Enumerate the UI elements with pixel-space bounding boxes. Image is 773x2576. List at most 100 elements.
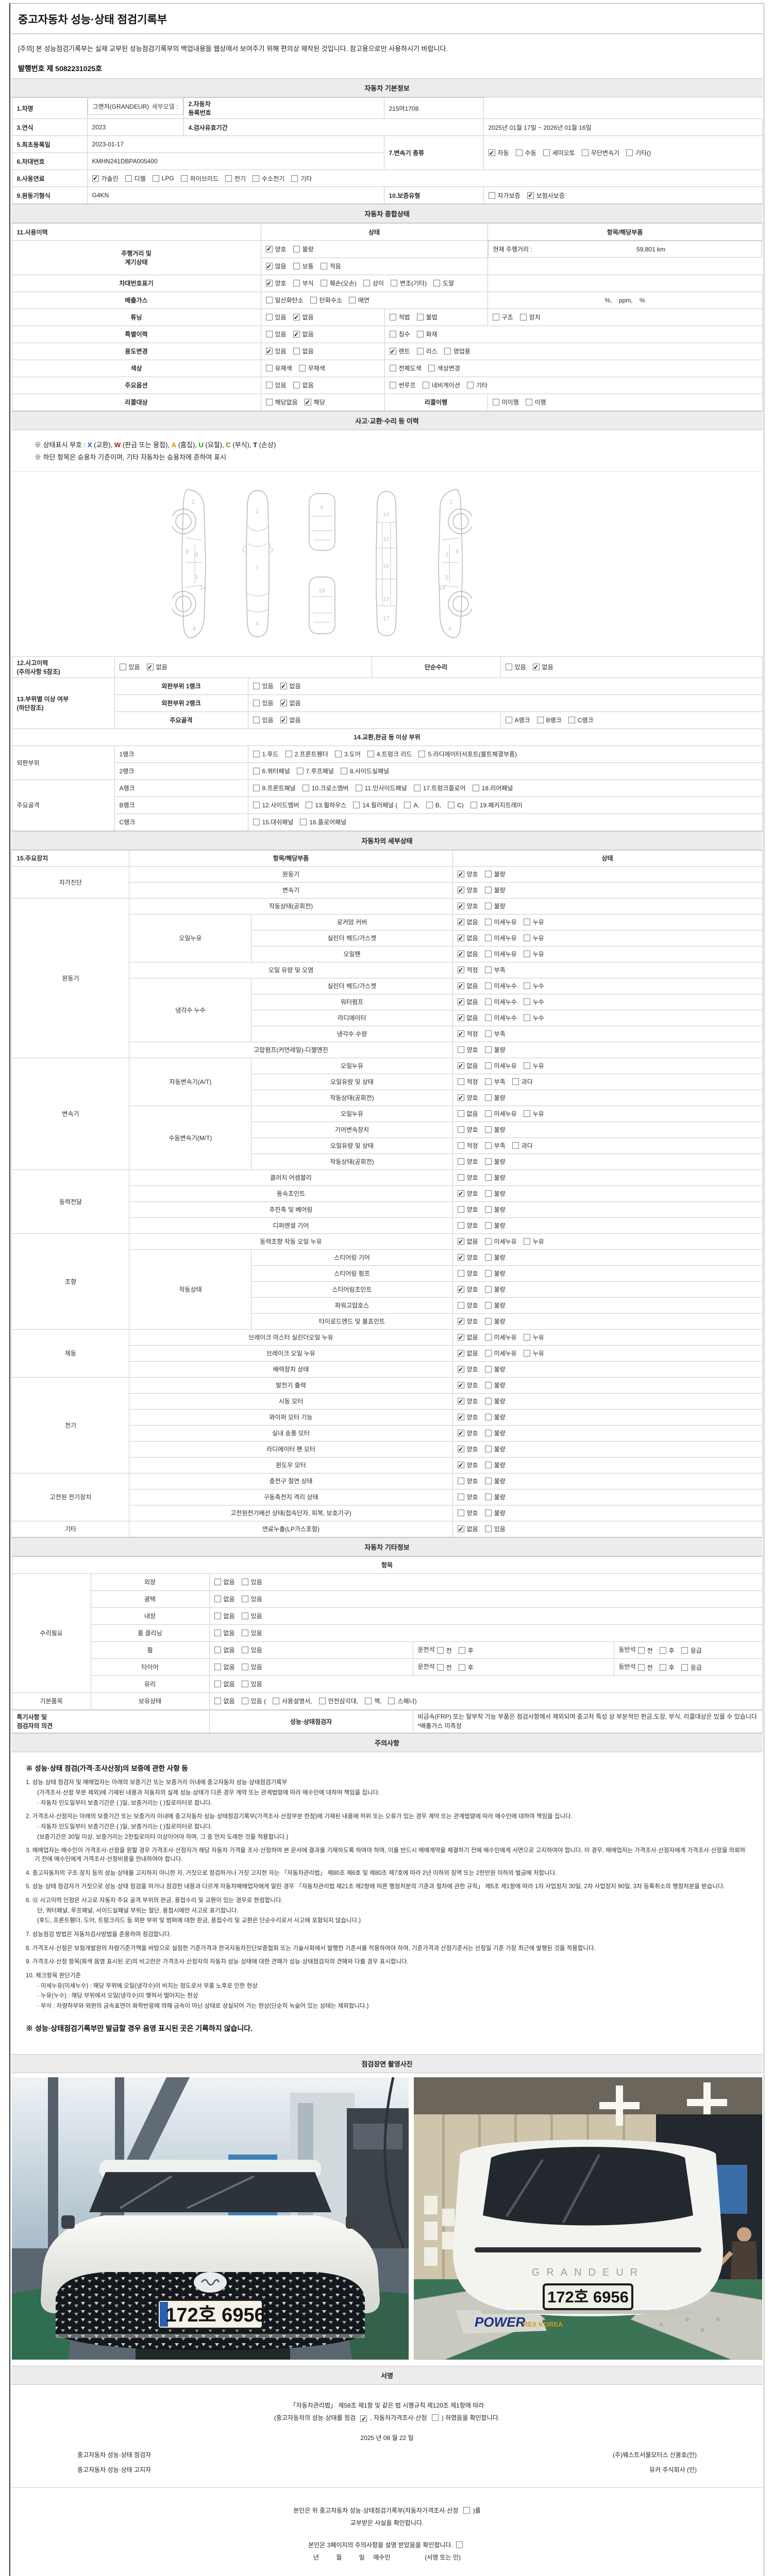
checkbox-전[interactable]: 전 (637, 1663, 653, 1672)
checkbox-box[interactable] (492, 399, 499, 405)
checkbox-침수[interactable]: 침수 (389, 330, 410, 338)
checkbox-box[interactable] (340, 768, 347, 774)
checkbox-box[interactable] (253, 717, 260, 723)
checkbox-있음[interactable]: 있음 (253, 682, 274, 690)
checkbox-box[interactable] (241, 1630, 248, 1636)
checkbox-box[interactable] (416, 331, 424, 337)
checkbox-box[interactable] (457, 1270, 464, 1277)
checkbox-box[interactable] (484, 1062, 492, 1069)
checkbox-box[interactable] (659, 1647, 666, 1654)
checkbox-있음[interactable]: 있음 (265, 330, 287, 338)
checkbox-box[interactable] (484, 1302, 492, 1309)
checkbox-B,[interactable]: B, (426, 802, 441, 809)
checkbox-box[interactable] (265, 314, 273, 320)
checkbox-box[interactable] (457, 1206, 464, 1213)
checkbox-box[interactable] (523, 919, 530, 925)
checkbox-box[interactable] (484, 1174, 492, 1181)
checkbox-box[interactable] (484, 1350, 492, 1357)
checkbox-없음[interactable]: ✓ 없음 (457, 1013, 478, 1022)
checkbox-box[interactable]: ✓ (280, 682, 287, 690)
checkbox-불량[interactable]: 불량 (484, 1093, 506, 1102)
checkbox-전[interactable]: 전 (436, 1646, 452, 1655)
checkbox-누유[interactable]: 누유 (523, 1333, 544, 1342)
checkbox-box[interactable]: ✓ (457, 1030, 464, 1038)
checkbox-box[interactable] (389, 331, 396, 337)
checkbox-있음[interactable]: 있음 (241, 1595, 262, 1603)
checkbox-box[interactable]: ✓ (265, 347, 273, 355)
checkbox-과다[interactable]: 과다 (512, 1141, 533, 1150)
checkbox-미세누유[interactable]: 미세누유 (484, 950, 517, 958)
checkbox-양호[interactable]: ✓ 양호 (457, 1461, 478, 1469)
checkbox-미세누유[interactable]: 미세누유 (484, 1349, 517, 1358)
checkbox-box[interactable]: ✓ (92, 175, 99, 182)
checkbox-box[interactable] (488, 192, 495, 199)
checkbox-box[interactable] (458, 1647, 465, 1654)
checkbox-box[interactable]: ✓ (293, 313, 300, 321)
checkbox-box[interactable]: ✓ (280, 699, 287, 707)
checkbox-누유[interactable]: 누유 (523, 918, 544, 926)
checkbox-box[interactable] (310, 297, 317, 303)
checkbox-B랭크[interactable]: B랭크 (536, 716, 562, 724)
checkbox-불량[interactable]: 불량 (484, 1461, 506, 1469)
checkbox-box[interactable]: ✓ (457, 1365, 464, 1373)
checkbox-누수[interactable]: 누수 (523, 997, 544, 1006)
checkbox-box[interactable]: ✓ (265, 279, 273, 287)
checkbox-누유[interactable]: 누유 (523, 1237, 544, 1246)
checkbox-3.도어[interactable]: 3.도어 (334, 750, 361, 758)
checkbox-box[interactable]: ✓ (457, 966, 464, 974)
checkbox-C)[interactable]: C) (448, 802, 464, 809)
checkbox-box[interactable]: ✓ (146, 663, 154, 671)
checkbox-box[interactable]: ✓ (457, 1349, 464, 1357)
checkbox-box[interactable]: ✓ (457, 1381, 464, 1389)
checkbox-box[interactable] (472, 785, 479, 791)
checkbox-수소전기[interactable]: 수소전기 (253, 174, 284, 183)
checkbox-box[interactable] (659, 1664, 666, 1671)
checkbox-box[interactable] (484, 1478, 492, 1484)
checkbox-box[interactable] (637, 1664, 645, 1671)
checkbox-box[interactable] (457, 1046, 464, 1053)
checkbox-있음[interactable]: 있음 (241, 1680, 262, 1688)
checkbox-box[interactable]: ✓ (457, 1445, 464, 1453)
checkbox-불량[interactable]: 불량 (484, 1445, 506, 1453)
checkbox-있음[interactable]: 있음 (253, 716, 274, 724)
checkbox-불량[interactable]: 불량 (484, 1205, 506, 1214)
checkbox-탄화수소[interactable]: 탄화수소 (310, 296, 342, 304)
checkbox-box[interactable] (404, 802, 411, 808)
checkbox-전체도색[interactable]: 전체도색 (389, 364, 422, 372)
checkbox-box[interactable] (265, 382, 273, 388)
checkbox-box[interactable] (300, 819, 307, 825)
checkbox-없음[interactable]: ✓ 없음 (457, 1061, 478, 1070)
checkbox-box[interactable] (484, 1206, 492, 1213)
checkbox-상이[interactable]: 상이 (363, 279, 384, 287)
checkbox-19.패키지트레이[interactable]: 19.패키지트레이 (470, 801, 523, 809)
checkbox-없음[interactable]: ✓ 없음 (457, 950, 478, 958)
checkbox-불량[interactable]: 불량 (484, 1397, 506, 1405)
checkbox-없음[interactable]: 없음 (214, 1646, 235, 1654)
checkbox-없음[interactable]: ✓ 없음 (532, 663, 553, 671)
checkbox-미세누수[interactable]: 미세누수 (484, 981, 517, 990)
checkbox-이행[interactable]: 이행 (525, 398, 546, 406)
checkbox-누유[interactable]: 누유 (523, 950, 544, 958)
checkbox-box[interactable]: ✓ (457, 950, 464, 958)
checkbox-box[interactable] (253, 683, 260, 689)
checkbox-불량[interactable]: 불량 (484, 1269, 506, 1278)
checkbox-양호[interactable]: 양호 (457, 1301, 478, 1310)
checkbox-적음[interactable]: 적음 (320, 262, 341, 270)
checkbox-있음[interactable]: 있음 (265, 313, 287, 321)
checkbox-box[interactable] (457, 1494, 464, 1500)
checkbox-box[interactable] (367, 751, 374, 757)
checkbox-box[interactable] (484, 1078, 492, 1085)
checkbox-box[interactable]: ✓ (457, 1094, 464, 1101)
checkbox-box[interactable] (253, 751, 260, 757)
checkbox-자동[interactable]: ✓ 자동 (488, 148, 509, 157)
checkbox-box[interactable] (348, 297, 356, 303)
checkbox-없음[interactable]: ✓ 없음 (280, 699, 301, 707)
checkbox-box[interactable] (353, 802, 360, 808)
checkbox-15.대쉬패널[interactable]: 15.대쉬패널 (253, 818, 293, 826)
checkbox-box[interactable] (681, 1664, 688, 1671)
checkbox-양호[interactable]: 양호 (457, 1509, 478, 1517)
checkbox-양호[interactable]: ✓ 양호 (265, 245, 287, 253)
checkbox-box[interactable] (318, 1698, 326, 1704)
checkbox-box[interactable] (484, 1046, 492, 1053)
checkbox-box[interactable] (484, 1318, 492, 1325)
